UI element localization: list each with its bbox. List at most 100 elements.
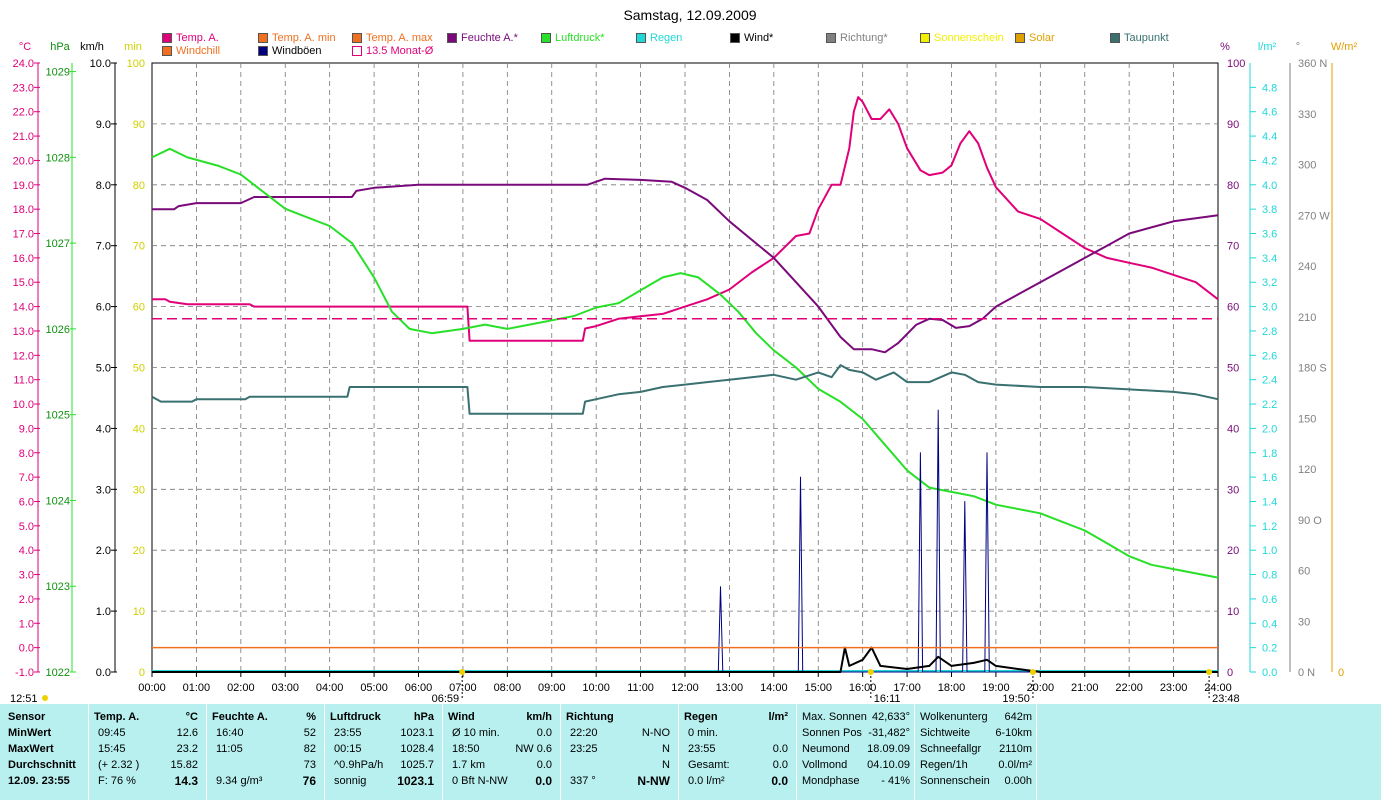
legend-swatch (826, 33, 836, 43)
temp-header-unit: °C (185, 711, 198, 723)
legend-swatch (1015, 33, 1025, 43)
sensor-durchschnitt: Durchschnitt (8, 759, 76, 771)
x-tick-label: 15:00 (804, 682, 832, 694)
x-tick-label: 01:00 (183, 682, 211, 694)
legend-swatch (447, 33, 457, 43)
rain-header-label: Regen (684, 711, 718, 723)
x-tick-label: 24:00 (1204, 682, 1232, 694)
legend-swatch (636, 33, 646, 43)
legend-label: Taupunkt (1124, 32, 1169, 44)
pct-tick-label: 20 (1227, 545, 1239, 557)
rain-tick-label: 4.4 (1262, 131, 1277, 143)
astro-row-value: -31,482° (868, 727, 910, 739)
min-tick-label: 10 (133, 606, 145, 618)
pressure-row-value: 1023.1 (400, 727, 434, 739)
astro-row-value: 42,633° (871, 711, 910, 723)
misc-row: Sichtweite 6-10km (916, 726, 1036, 741)
astro-row-value: 04.10.09 (867, 759, 910, 771)
sensor-minwert: MinWert (8, 727, 52, 739)
unit-wm2: W/m² (1331, 41, 1358, 53)
temp-row-value: 15.82 (170, 759, 198, 771)
dir-tick-label: 240 (1298, 261, 1316, 273)
wind-row-value: NW 0.6 (515, 743, 552, 755)
rain-row: 23:55 0.0 (678, 742, 796, 757)
rain-tick-label: 0.0 (1262, 667, 1277, 679)
astro-row-value: 18.09.09 (867, 743, 910, 755)
legend-swatch (162, 46, 172, 56)
pct-tick-label: 40 (1227, 423, 1239, 435)
rain-tick-label: 2.8 (1262, 326, 1277, 338)
humidity-row: 9.34 g/m³ 76 (206, 774, 324, 789)
temp-row-value: 23.2 (176, 743, 198, 755)
pressure-row-label: sonnig (334, 775, 367, 787)
temp-tick-label: 22.0 (13, 107, 34, 119)
marker-sun-icon (42, 695, 48, 701)
min-tick-label: 90 (133, 119, 145, 131)
sensor-current: 12.09. 23:55 (8, 775, 70, 787)
humidity-row-value: 76 (302, 774, 316, 788)
unit-lm2: l/m² (1258, 41, 1277, 53)
legend-item: Wind* (730, 32, 773, 44)
temp-tick-label: 17.0 (13, 229, 34, 241)
legend-label: Wind* (744, 32, 774, 44)
humidity-header-label: Feuchte A. (212, 711, 268, 723)
unit-hpa: hPa (50, 41, 70, 53)
astro-row-label: Vollmond (802, 759, 848, 771)
legend-swatch (258, 46, 268, 56)
marker-label: 19:50 (1002, 693, 1030, 704)
pct-tick-label: 60 (1227, 302, 1239, 314)
direction-row-label: 22:20 (570, 727, 598, 739)
unit-min: min (124, 41, 142, 53)
temp-tick-label: 23.0 (13, 82, 34, 94)
min-tick-label: 20 (133, 545, 145, 557)
temp-tick-label: 20.0 (13, 155, 34, 167)
rain-tick-label: 3.0 (1262, 302, 1277, 314)
wm2-tick-label: 0 (1338, 667, 1344, 679)
temp-header-label: Temp. A. (94, 711, 140, 723)
wind-tick-label: 10.0 (90, 58, 111, 70)
misc-row-label: Schneefallgr (920, 743, 982, 755)
wind-row-label: 18:50 (452, 743, 480, 755)
pressure-header: Luftdruck hPa (324, 710, 442, 725)
dir-tick-label: 90 O (1298, 515, 1322, 527)
x-tick-label: 02:00 (227, 682, 255, 694)
temp-row-value: 12.6 (176, 727, 198, 739)
misc-row: Sonnenschein 0.00h (916, 774, 1036, 789)
x-tick-label: 20:00 (1027, 682, 1055, 694)
temp-tick-label: 19.0 (13, 180, 34, 192)
marker-label: 23:48 (1212, 693, 1240, 704)
rain-tick-label: 1.6 (1262, 472, 1277, 484)
rain-row-value: 0.0 (772, 759, 788, 771)
direction-row-value: N (662, 743, 670, 755)
dir-tick-label: 360 N (1298, 58, 1327, 70)
direction-row-label: 337 ° (570, 775, 596, 787)
rain-row-value: 0.0 (772, 743, 788, 755)
x-tick-label: 10:00 (582, 682, 610, 694)
wind-tick-label: 2.0 (96, 545, 111, 557)
legend-label: Feuchte A.* (461, 32, 518, 44)
unit-degc: °C (19, 41, 31, 53)
wind-tick-label: 8.0 (96, 180, 111, 192)
legend-swatch (541, 33, 551, 43)
direction-row-value: N-NW (637, 774, 670, 788)
temp-tick-label: 11.0 (13, 375, 34, 387)
misc-row-label: Regen/1h (920, 759, 968, 771)
astro-row: Neumond 18.09.09 (798, 742, 914, 757)
wind-row-label: 0 Bft N-NW (452, 775, 508, 787)
astro-row: Mondphase - 41% (798, 774, 914, 789)
x-tick-label: 06:00 (405, 682, 433, 694)
wind-row-label: Ø 10 min. (452, 727, 500, 739)
x-tick-label: 11:00 (627, 682, 654, 694)
temp-tick-label: 6.0 (19, 496, 34, 508)
unit-deg: ° (1296, 41, 1300, 53)
legend-item: Regen (636, 32, 682, 44)
pct-tick-label: 50 (1227, 363, 1239, 375)
direction-header: Richtung (560, 710, 678, 725)
pressure-row-label: 00:15 (334, 743, 362, 755)
rain-row-label: 23:55 (688, 743, 716, 755)
legend-item: Feuchte A.* (447, 32, 518, 44)
x-tick-label: 21:00 (1071, 682, 1099, 694)
legend-swatch (162, 33, 172, 43)
dir-tick-label: 300 (1298, 160, 1316, 172)
misc-row-value: 642m (1004, 711, 1032, 723)
